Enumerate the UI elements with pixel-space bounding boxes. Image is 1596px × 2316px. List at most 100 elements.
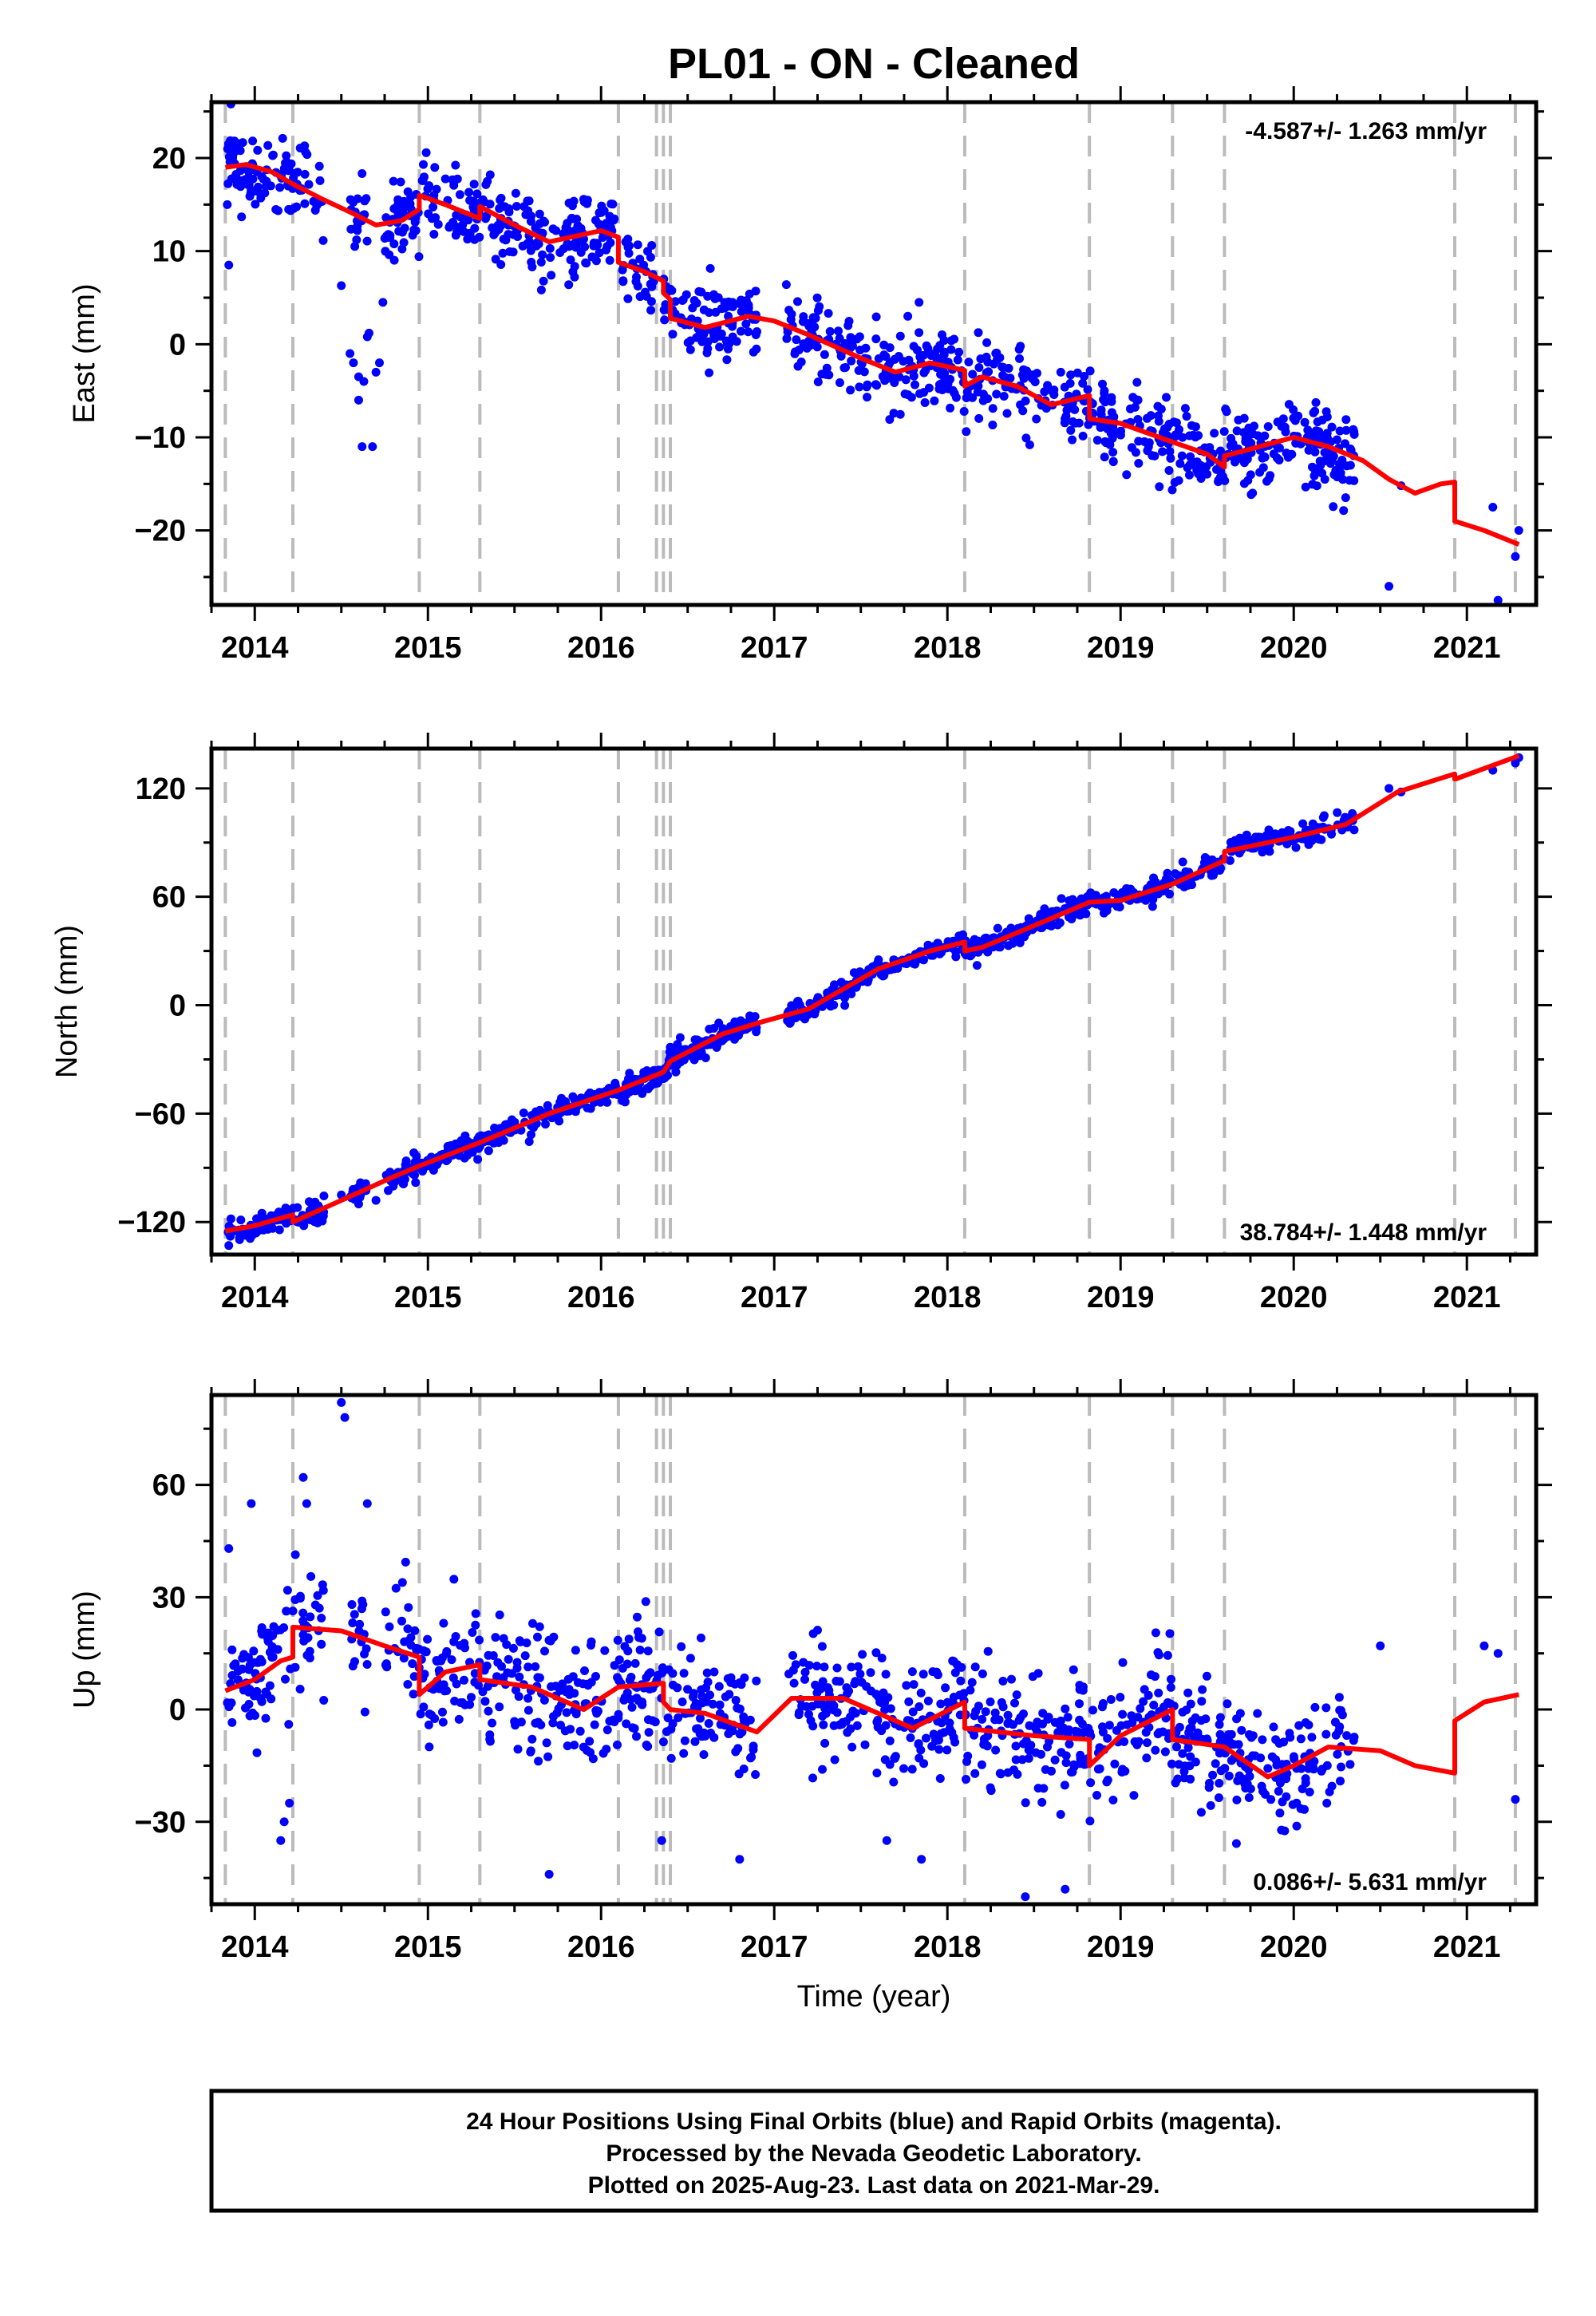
data-point (1282, 1792, 1291, 1801)
data-point (516, 1717, 526, 1727)
data-point (872, 1717, 882, 1727)
data-point (950, 1668, 960, 1678)
data-point (527, 258, 536, 267)
data-point (570, 1689, 579, 1698)
data-point (1234, 1740, 1243, 1749)
data-point (1158, 447, 1167, 456)
data-point (999, 392, 1009, 401)
data-point (982, 368, 991, 377)
data-point (1149, 1701, 1159, 1709)
data-point (1050, 1755, 1060, 1765)
data-point (544, 1869, 554, 1879)
data-point (224, 1241, 234, 1251)
data-point (460, 1643, 469, 1653)
data-point (354, 395, 363, 405)
data-point (714, 1018, 724, 1028)
data-point (749, 1741, 758, 1751)
data-point (551, 226, 561, 235)
data-point (463, 1151, 472, 1160)
data-point (1005, 373, 1015, 383)
data-point (237, 212, 247, 222)
data-point (227, 1645, 237, 1654)
data-point (964, 358, 974, 367)
data-point (1107, 408, 1116, 417)
data-point (481, 180, 491, 189)
plot-area (223, 1395, 1520, 1904)
data-point (357, 1604, 366, 1614)
data-point (863, 978, 872, 986)
data-point (658, 1737, 668, 1747)
data-point (862, 1682, 871, 1691)
data-point (252, 1686, 262, 1696)
data-point (1253, 1709, 1262, 1718)
data-point (920, 398, 930, 407)
data-point (418, 176, 428, 185)
data-point (1269, 1722, 1278, 1732)
data-point (1032, 414, 1041, 424)
data-point (889, 409, 899, 418)
data-point (932, 1667, 942, 1677)
data-point (1263, 1764, 1273, 1773)
data-point (1061, 1758, 1071, 1768)
data-point (792, 335, 801, 345)
data-point (895, 372, 904, 381)
data-point (680, 1736, 689, 1745)
data-point (473, 1155, 483, 1164)
data-point (410, 1171, 419, 1180)
data-point (1165, 447, 1175, 456)
data-point (701, 1053, 710, 1062)
model-line (224, 1624, 1519, 1780)
data-point (959, 1689, 969, 1698)
data-point (737, 326, 745, 336)
figure-title: PL01 - ON - Cleaned (668, 40, 1080, 88)
data-point (1019, 373, 1029, 383)
data-point (1056, 367, 1065, 377)
data-point (899, 1764, 908, 1773)
data-point (1186, 1752, 1195, 1761)
data-point (974, 413, 984, 423)
data-point (981, 1707, 990, 1717)
data-point (602, 1097, 612, 1107)
data-point (526, 1747, 535, 1757)
data-point (1015, 354, 1024, 363)
data-point (521, 210, 531, 219)
x-tick-label: 2016 (567, 1281, 635, 1314)
data-point (991, 349, 1001, 358)
data-point (797, 1012, 807, 1022)
data-point (699, 1728, 709, 1737)
data-point (1143, 446, 1152, 456)
data-point (299, 1636, 309, 1646)
data-point (252, 1748, 262, 1757)
axes-frame (209, 100, 1539, 607)
data-point (301, 148, 310, 157)
data-point (811, 1680, 820, 1690)
data-point (926, 351, 936, 360)
data-point (1301, 482, 1310, 492)
data-point (1108, 1796, 1118, 1804)
data-point (626, 1673, 636, 1682)
north-panel: 2014 2015 2016 2017 2018 2019 2020 2021 −120 −60 0… (50, 733, 1552, 1314)
data-point (1081, 909, 1091, 919)
data-point (705, 263, 715, 273)
data-point (646, 279, 655, 289)
data-point (1096, 410, 1106, 419)
data-point (983, 358, 993, 367)
data-point (318, 235, 328, 245)
data-point (917, 1855, 926, 1864)
data-point (818, 1765, 827, 1774)
data-point (692, 1724, 701, 1733)
data-point (593, 240, 602, 250)
data-point (823, 1683, 832, 1693)
data-point (906, 1733, 915, 1742)
data-point (1309, 408, 1318, 417)
x-tick-label: 2020 (1260, 631, 1328, 665)
data-point (224, 260, 234, 270)
data-point (511, 188, 520, 198)
data-point (508, 1643, 518, 1653)
data-point (622, 1090, 630, 1100)
data-point (1016, 1713, 1025, 1722)
data-point (1301, 1774, 1310, 1784)
data-point (954, 347, 964, 357)
data-point (576, 247, 586, 257)
data-point (317, 1614, 326, 1622)
